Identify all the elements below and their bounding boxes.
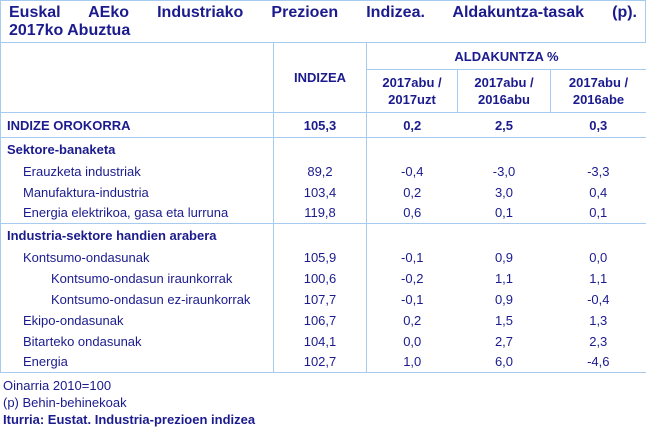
report: Euskal AEko Industriako Prezioen Indizea… [0,0,646,428]
empty-cell [273,137,367,161]
header-aldakuntza: ALDAKUNTZA % [366,42,646,70]
change-value: -3,0 [492,163,516,179]
header-indizea: INDIZEA [273,42,367,113]
empty-cell [273,223,367,247]
section-label: Industria-sektore handien arabera [0,223,274,247]
row-label: Kontsumo-ondasun ez-iraunkorrak [0,288,274,310]
row-label: Ekipo-ondasunak [0,309,274,331]
change-value: 0,9 [494,249,514,265]
header-period-3: 2017abu / 2016abe [568,75,629,107]
change-value: 1,0 [403,354,422,370]
change-value: 1,1 [589,270,608,286]
change-value: -4,6 [587,354,610,370]
header-period-2: 2017abu / 2016abu [457,69,551,113]
table-row: Ekipo-ondasunak 106,7 0,2 1,5 1,3 [0,309,646,331]
report-title-line1: Euskal AEko Industriako Prezioen Indizea… [9,4,637,21]
report-title: Euskal AEko Industriako Prezioen Indizea… [0,0,646,43]
change-value: 0,3 [550,112,646,138]
change-value: 0,1 [589,205,608,221]
index-value: 103,4 [273,181,367,203]
empty-cell [550,223,646,247]
index-value: 104,1 [273,330,367,352]
index-value: 119,8 [273,202,367,224]
change-value: 1,5 [494,312,514,328]
footnote-provisional: (p) Behin-behinekoak [3,395,127,410]
row-label: Bitarteko ondasunak [0,330,274,352]
report-title-line2: 2017ko Abuztua [9,22,131,39]
change-value: 0,0 [403,333,422,349]
change-value: -0,1 [401,249,424,265]
section-row-sektore-banaketa: Sektore-banaketa [0,137,646,161]
table-row: Erauzketa industriak 89,2 -0,4 -3,0 -3,3 [0,160,646,182]
header-period-1: 2017abu / 2017uzt [366,69,458,113]
empty-cell [551,138,646,161]
change-value: 1,3 [589,312,608,328]
change-value: 2,5 [457,112,551,138]
change-value: 0,0 [589,249,608,265]
row-label: INDIZE OROKORRA [0,112,274,138]
table-row: Manufaktura-industria 103,4 0,2 3,0 0,4 [0,181,646,203]
footnotes: Oinarria 2010=100 (p) Behin-behinekoak I… [0,373,646,428]
header-row-2: 2017abu / 2017uzt 2017abu / 2016abu 2017… [1,69,646,113]
table-row-general-index: INDIZE OROKORRA 105,3 0,2 2,5 0,3 [0,112,646,138]
change-value: -0,1 [401,291,424,307]
row-label: Manufaktura-industria [0,181,274,203]
index-value: 89,2 [273,160,367,182]
change-value: 1,1 [494,270,514,286]
header-row-1: INDIZEA ALDAKUNTZA % [0,42,646,113]
section-label: Sektore-banaketa [0,137,274,161]
row-label: Energia [0,351,274,373]
empty-cell [367,138,458,161]
empty-cell [458,138,551,161]
change-value: 0,1 [494,205,514,221]
index-value: 105,3 [273,112,367,138]
row-label: Kontsumo-ondasunak [0,246,274,268]
index-value: 102,7 [273,351,367,373]
table-row: Energia elektrikoa, gasa eta lurruna 119… [0,202,646,224]
table-row: Kontsumo-ondasunak 105,9 -0,1 0,9 0,0 [0,246,646,268]
empty-cell [366,223,458,247]
index-value: 100,6 [273,267,367,289]
change-value: 0,9 [494,291,514,307]
change-value: -0,2 [401,270,424,286]
change-value: -0,4 [587,291,610,307]
change-value: 0,2 [403,184,422,200]
table-row: Energia 102,7 1,0 6,0 -4,6 [0,351,646,373]
change-value: -0,4 [401,163,424,179]
index-value: 105,9 [273,246,367,268]
header-empty-cell [0,42,274,113]
empty-cell [457,223,551,247]
change-value: 0,2 [403,312,422,328]
footnote-base: Oinarria 2010=100 [3,378,112,393]
change-value: 6,0 [494,354,514,370]
row-label: Erauzketa industriak [0,160,274,182]
index-value: 106,7 [273,309,367,331]
change-value: -3,3 [587,163,610,179]
price-index-table: INDIZEA ALDAKUNTZA % 2017abu / 2017uzt 2… [0,42,646,373]
footnote-source: Iturria: Eustat. Industria-prezioen indi… [3,412,256,427]
change-value: 3,0 [494,184,514,200]
row-label: Kontsumo-ondasun iraunkorrak [0,267,274,289]
change-value: 0,4 [589,184,608,200]
change-value: 2,3 [589,333,608,349]
change-value: 0,6 [403,205,422,221]
index-value: 107,7 [273,288,367,310]
table-row: Bitarteko ondasunak 104,1 0,0 2,7 2,3 [0,330,646,352]
change-value: 0,2 [366,112,458,138]
row-label: Energia elektrikoa, gasa eta lurruna [0,202,274,224]
table-row: Kontsumo-ondasun ez-iraunkorrak 107,7 -0… [0,288,646,310]
table-row: Kontsumo-ondasun iraunkorrak 100,6 -0,2 … [0,267,646,289]
section-row-industria-sektore: Industria-sektore handien arabera [0,223,646,247]
change-value: 2,7 [494,333,514,349]
